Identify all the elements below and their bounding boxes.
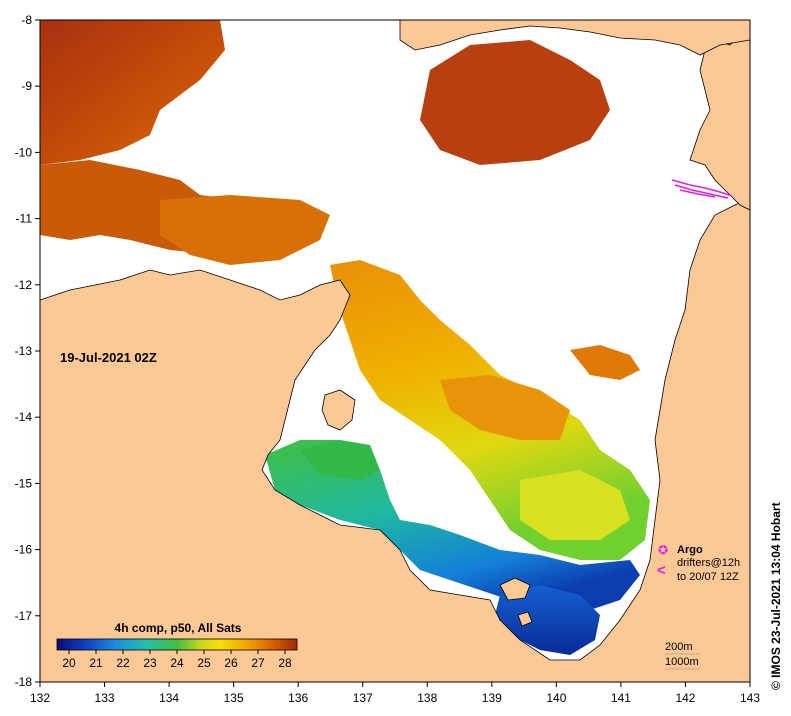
- land-island-south: [499, 577, 531, 601]
- colorbar-title: 4h comp, p50, All Sats: [115, 621, 242, 635]
- sst-field-west-band: [160, 195, 330, 265]
- x-tick-label: 140: [546, 691, 566, 705]
- colorbar-tick-label: 20: [62, 656, 76, 670]
- x-tick-label: 133: [95, 691, 115, 705]
- x-tick-label: 143: [740, 691, 760, 705]
- depth-200m: 200m: [665, 641, 693, 653]
- land-island-small: [517, 611, 533, 627]
- colorbar-tick-label: 22: [116, 656, 130, 670]
- colorbar-tick-label: 25: [197, 656, 211, 670]
- x-tick-label: 142: [675, 691, 695, 705]
- y-tick-label: -12: [15, 278, 33, 292]
- x-tick-label: 138: [417, 691, 437, 705]
- x-tick-label: 135: [224, 691, 244, 705]
- colorbar-tick-label: 24: [170, 656, 184, 670]
- y-tick-label: -13: [15, 344, 33, 358]
- land-cape-york-tip: [689, 20, 750, 211]
- sst-field-yellowgreen: [520, 470, 630, 540]
- date-label: 19-Jul-2021 02Z: [60, 350, 157, 365]
- land-new-guinea: [399, 20, 750, 56]
- depth-legend: 200m 1000m: [665, 641, 700, 670]
- drifter-tracks: [671, 179, 733, 199]
- sst-field-northeast-patch: [570, 345, 640, 380]
- sst-field-north: [40, 20, 225, 165]
- argo-label: Argo: [677, 544, 703, 556]
- colorbar-gradient: [56, 638, 298, 651]
- drifter-legend: ✪ Argo < drifters@12h to 20/07 12Z: [657, 543, 740, 583]
- y-tick-label: -9: [21, 79, 32, 93]
- argo-symbol: ✪: [658, 543, 668, 557]
- map-plot-area: [40, 20, 750, 682]
- drifter-symbol: <: [657, 562, 666, 579]
- colorbar-tick-label: 21: [89, 656, 103, 670]
- x-tick-label: 132: [30, 691, 50, 705]
- colorbar-tick-label: 26: [224, 656, 238, 670]
- y-tick-label: -15: [15, 476, 33, 490]
- colorbar-tick-label: 28: [278, 656, 292, 670]
- colorbar-ticks: 20 21 22 23 24 25 26 27 28: [62, 650, 292, 670]
- colorbar: 4h comp, p50, All Sats 20 21 22 23 24 25 26 27 2…: [56, 621, 298, 670]
- y-tick-label: -16: [15, 543, 33, 557]
- y-tick-label: -14: [15, 410, 33, 424]
- y-tick-label: -8: [21, 13, 32, 27]
- land-island-west: [321, 389, 356, 431]
- sst-field-deep-south: [495, 585, 600, 655]
- depth-1000m: 1000m: [665, 656, 699, 668]
- y-tick-label: -10: [15, 145, 33, 159]
- sst-field-north-2: [420, 40, 610, 165]
- x-tick-label: 137: [353, 691, 373, 705]
- x-tick-label: 136: [288, 691, 308, 705]
- credit-label: © IMOS 23-Jul-2021 13:04 Hobart: [769, 502, 783, 690]
- y-tick-label: -11: [16, 212, 33, 226]
- drifters-line2: to 20/07 12Z: [677, 571, 739, 583]
- colorbar-tick-label: 27: [251, 656, 265, 670]
- x-tick-label: 134: [159, 691, 179, 705]
- sst-field-east: [440, 375, 570, 440]
- drifters-line1: drifters@12h: [677, 557, 740, 569]
- sst-field-south: [265, 440, 640, 610]
- x-tick-label: 141: [611, 691, 631, 705]
- y-tick-label: -17: [15, 609, 33, 623]
- colorbar-tick-label: 23: [143, 656, 157, 670]
- land-arnhem: [40, 194, 750, 682]
- y-axis: -8 -9 -10 -11 -12 -13 -14 -15 -16 -17 -18: [15, 13, 40, 689]
- sst-field-green-patch: [300, 440, 380, 480]
- x-axis: 132 133 134 135 136 137 138 139 140 141 142 143: [30, 682, 760, 705]
- x-tick-label: 139: [482, 691, 502, 705]
- y-tick-label: -18: [15, 675, 33, 689]
